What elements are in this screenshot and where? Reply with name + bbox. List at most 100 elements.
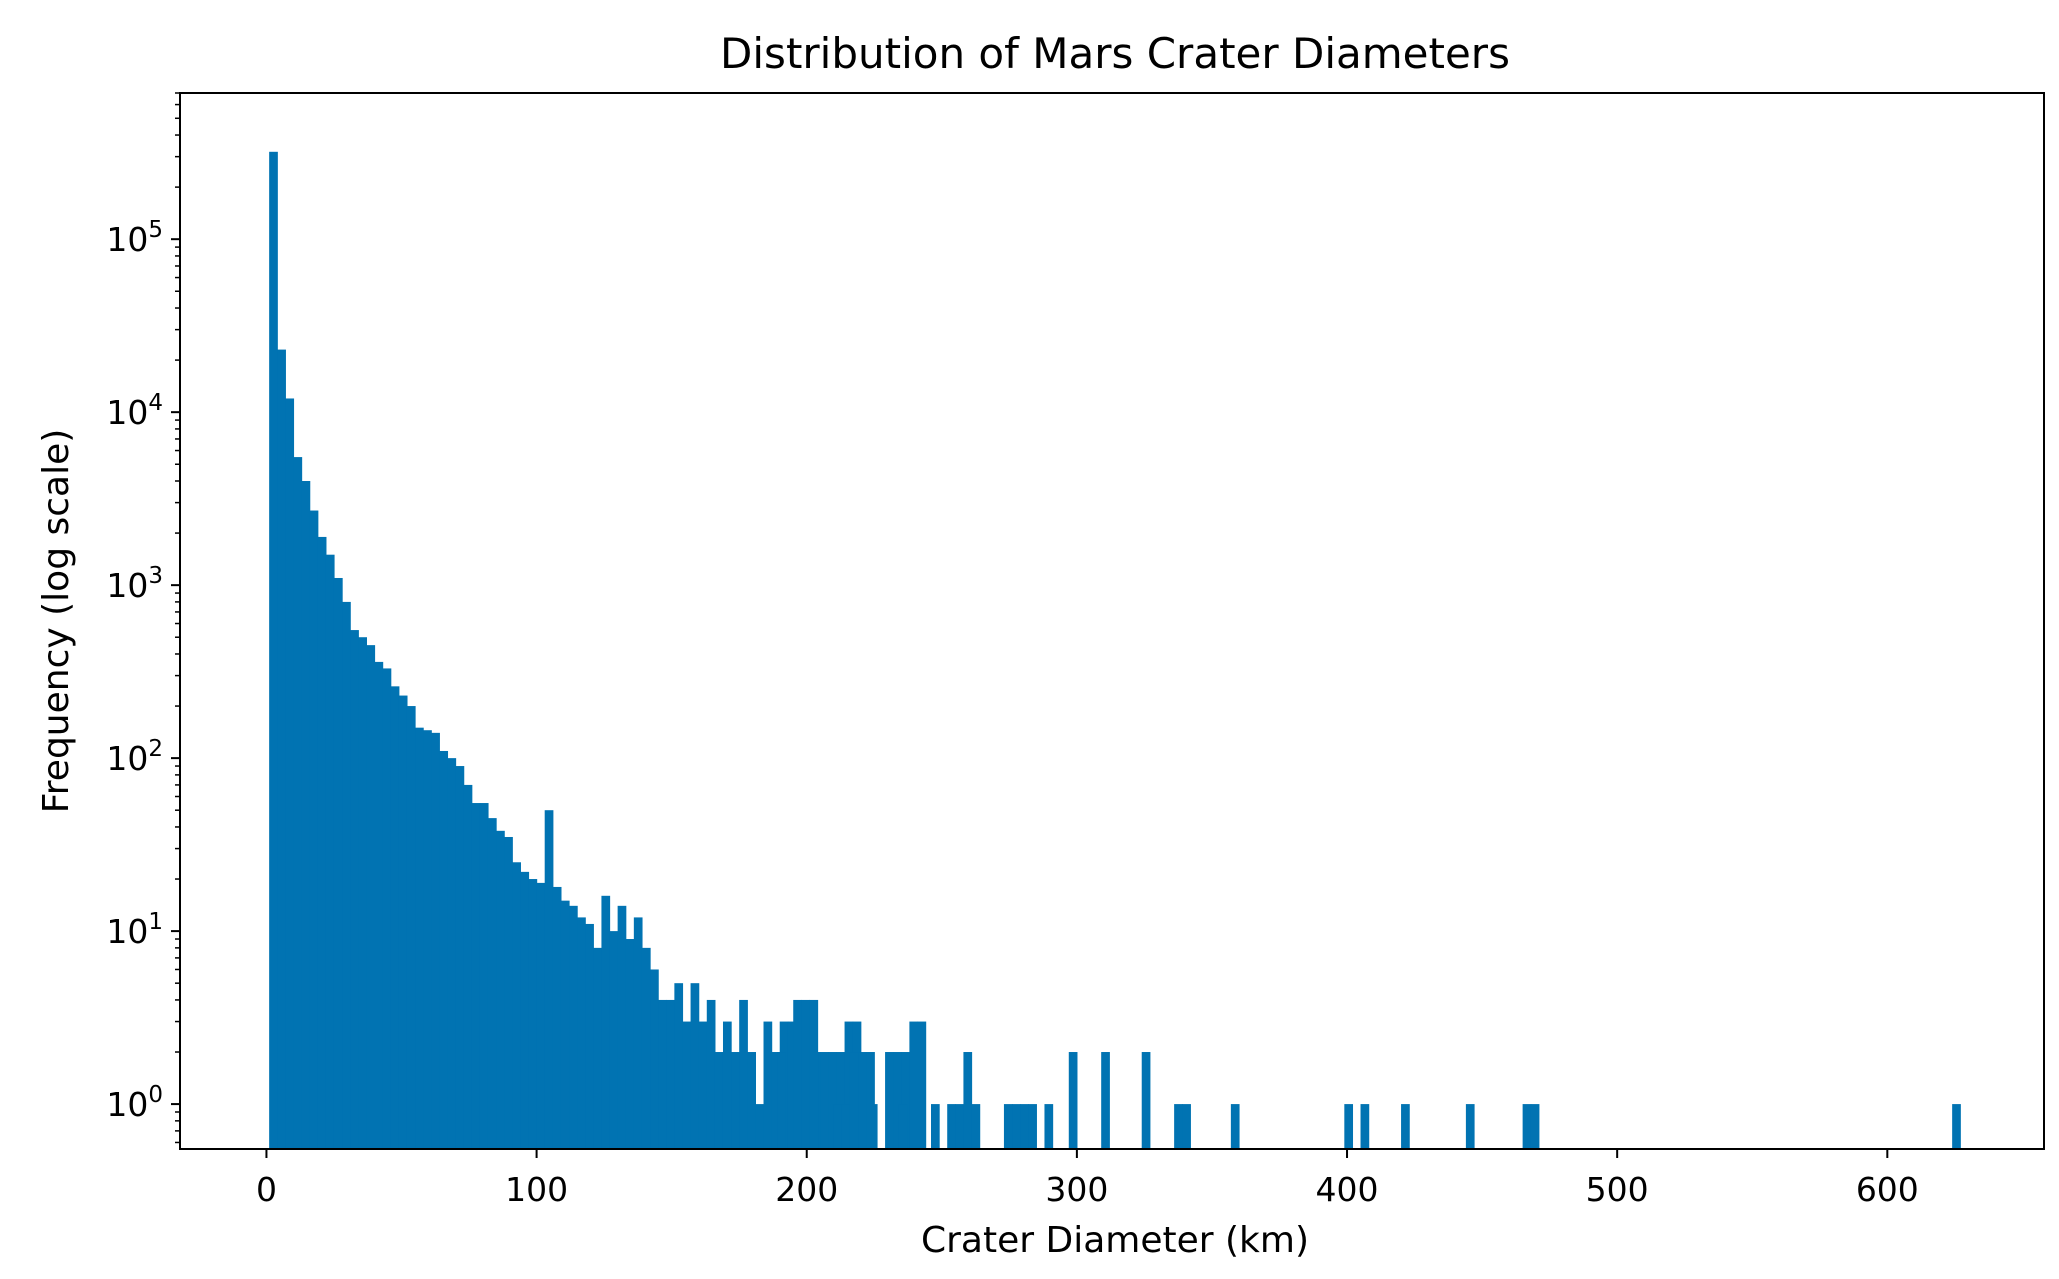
histogram-bar xyxy=(641,947,651,1149)
histogram-bar xyxy=(1522,1104,1532,1149)
histogram-bar xyxy=(366,645,376,1149)
histogram-bar xyxy=(1012,1104,1021,1149)
y-tick-label: 104 xyxy=(106,390,163,432)
histogram-bar xyxy=(1182,1104,1191,1149)
histogram-bar xyxy=(755,1104,765,1149)
histogram-bar xyxy=(325,554,335,1149)
histogram-bar xyxy=(342,601,351,1149)
histogram-bar xyxy=(885,1052,894,1149)
histogram-bar xyxy=(593,947,603,1149)
histogram-bar xyxy=(1044,1104,1054,1149)
histogram-bar xyxy=(617,905,627,1149)
y-axis-label: Frequency (log scale) xyxy=(36,429,77,814)
histogram-bar xyxy=(763,1021,773,1149)
x-tick-label: 400 xyxy=(1316,1170,1379,1209)
histogram-bar xyxy=(1465,1104,1475,1149)
histogram-bar xyxy=(390,686,400,1149)
y-tick-label: 100 xyxy=(106,1082,163,1124)
histogram-bar xyxy=(698,1021,708,1149)
histogram-bar xyxy=(917,1021,927,1149)
histogram-bar xyxy=(787,1021,797,1149)
histogram-bar xyxy=(901,1052,910,1149)
y-tick-label: 102 xyxy=(106,736,163,778)
histogram-bar xyxy=(496,830,505,1149)
histogram-bar xyxy=(893,1052,902,1149)
histogram-bar xyxy=(406,706,416,1149)
histogram-bar xyxy=(963,1052,973,1149)
histogram-bar xyxy=(358,637,367,1149)
histogram-bar xyxy=(841,1104,851,1149)
histogram-bar xyxy=(552,886,562,1149)
histogram-bar xyxy=(909,1021,919,1149)
histogram-bar xyxy=(858,1052,867,1149)
x-tick-label: 500 xyxy=(1586,1170,1649,1209)
histogram-bar xyxy=(415,727,424,1149)
histogram-bar xyxy=(350,630,359,1149)
histogram-bar xyxy=(487,818,497,1149)
histogram-bar xyxy=(771,1052,781,1149)
histogram-bar xyxy=(544,810,554,1149)
histogram-bar xyxy=(722,1021,732,1149)
x-axis-label: Crater Diameter (km) xyxy=(921,1220,1309,1261)
histogram-bar xyxy=(777,1052,786,1149)
histogram-bar xyxy=(471,803,481,1149)
histogram-bar xyxy=(504,836,513,1149)
histogram-bar xyxy=(793,999,802,1149)
histogram-bar xyxy=(293,457,303,1150)
histogram-bar xyxy=(609,931,619,1149)
histogram-bar xyxy=(536,882,546,1149)
x-tick-label: 0 xyxy=(256,1170,277,1209)
histogram-bar xyxy=(285,398,295,1150)
histogram-bar xyxy=(569,905,578,1149)
histogram-bar xyxy=(463,784,473,1149)
histogram-bar xyxy=(585,923,594,1149)
histogram-bar xyxy=(1360,1104,1370,1149)
histogram-bar xyxy=(971,1104,981,1149)
histogram-bar xyxy=(528,879,538,1149)
histogram-bar xyxy=(801,999,811,1149)
histogram-bar xyxy=(849,1052,859,1149)
histogram-bar xyxy=(374,661,384,1149)
histogram-bar xyxy=(666,999,675,1149)
histogram-bar xyxy=(833,1104,843,1149)
histogram-bar xyxy=(398,695,408,1149)
histogram-bar xyxy=(1230,1104,1240,1149)
histogram-bar xyxy=(731,1052,740,1149)
y-tick-label: 105 xyxy=(106,217,163,259)
histogram-bar xyxy=(706,999,716,1149)
y-tick-label: 103 xyxy=(106,563,163,605)
histogram-bar xyxy=(947,1104,956,1149)
histogram-bar xyxy=(1003,1104,1013,1149)
histogram-bar xyxy=(955,1104,965,1149)
histogram-bar xyxy=(1141,1052,1151,1149)
histogram-bar xyxy=(601,895,611,1149)
histogram-bar xyxy=(1401,1104,1410,1149)
histogram-bar xyxy=(512,862,521,1149)
histogram-bar xyxy=(1344,1104,1354,1149)
histogram-bar xyxy=(431,732,440,1149)
histogram-bar xyxy=(333,577,343,1149)
plot-area-frame xyxy=(179,92,2045,1150)
histogram-bars xyxy=(269,151,1961,1150)
histogram-bar xyxy=(682,1021,692,1149)
histogram-bar xyxy=(747,1052,756,1149)
chart-title: Distribution of Mars Crater Diameters xyxy=(720,29,1510,78)
histogram-bar xyxy=(423,730,432,1149)
histogram-bar xyxy=(866,1052,875,1149)
histogram-bar xyxy=(1020,1104,1029,1149)
histogram-bar xyxy=(836,1052,846,1149)
x-tick-label: 600 xyxy=(1856,1170,1919,1209)
y-tick-label: 101 xyxy=(106,909,163,951)
histogram-bar xyxy=(317,536,327,1149)
histogram-bar xyxy=(309,510,319,1149)
histogram-bar xyxy=(479,803,489,1149)
histogram-bar xyxy=(560,900,570,1149)
histogram-bar xyxy=(658,999,667,1149)
histogram-bar xyxy=(650,969,659,1149)
histogram-bar xyxy=(674,983,684,1149)
histogram-bar xyxy=(382,668,392,1149)
histogram-bar xyxy=(714,1052,724,1149)
histogram-bar xyxy=(690,983,700,1149)
x-tick-label: 300 xyxy=(1045,1170,1108,1209)
